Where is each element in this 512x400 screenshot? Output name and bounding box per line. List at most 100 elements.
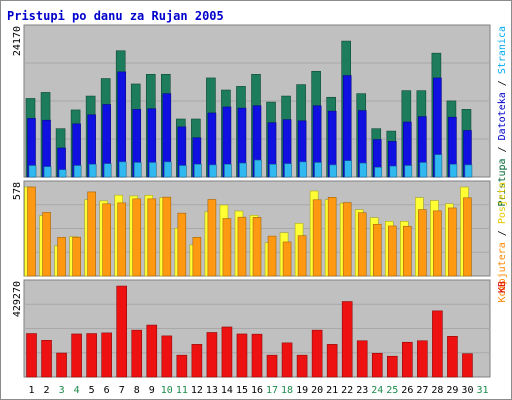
x-tick-label-8: 8 — [134, 385, 140, 396]
panel-middle: 578 Kompjutera / Posjeta — [12, 180, 508, 302]
x-tick-label-22: 22 — [341, 385, 353, 396]
bar-kb-day-25 — [386, 355, 398, 378]
x-tick-label-5: 5 — [89, 385, 95, 396]
bar-stranica-day-18 — [284, 163, 292, 178]
bar-kompjutera-day-7 — [117, 202, 127, 277]
x-tick-label-15: 15 — [236, 385, 248, 396]
bar-stranica-day-22 — [344, 160, 352, 178]
bar-kb-day-20 — [311, 329, 323, 378]
bar-stranica-day-21 — [329, 164, 337, 178]
bar-kb-day-3 — [56, 352, 67, 378]
legend-entry: / — [497, 74, 508, 92]
x-tick-label-9: 9 — [149, 385, 155, 396]
bar-stranica-day-25 — [389, 165, 398, 178]
bar-kompjutera-day-15 — [237, 216, 247, 277]
bar-kb-day-14 — [221, 326, 233, 378]
bar-datoteka-day-7 — [117, 71, 127, 178]
bar-kb-day-17 — [266, 354, 278, 378]
bar-stranica-day-2 — [43, 166, 52, 178]
bar-stranica-day-24 — [374, 167, 383, 178]
bar-kompjutera-day-28 — [433, 210, 442, 277]
legend-entry: Stranica — [497, 26, 508, 74]
bar-kb-day-15 — [236, 333, 248, 378]
bar-stranica-day-8 — [133, 162, 142, 178]
chart-title: Pristupi po danu za Rujan 2005 — [7, 9, 224, 23]
bar-kb-day-22 — [341, 301, 353, 378]
bar-kb-day-1 — [26, 333, 37, 378]
x-tick-label-14: 14 — [221, 385, 233, 396]
legend-entry: Pristupa — [497, 158, 508, 206]
legend-entry: / — [497, 224, 508, 242]
bar-kb-day-12 — [191, 344, 203, 378]
legend-entry: Kompjutera — [497, 242, 508, 302]
bar-kompjutera-day-12 — [192, 237, 202, 277]
bar-kompjutera-day-9 — [147, 198, 157, 277]
bar-stranica-day-15 — [239, 162, 247, 178]
panel-bottom: 429270 KB — [12, 279, 508, 378]
bar-kb-day-7 — [116, 285, 128, 378]
bar-stranica-day-16 — [254, 159, 262, 178]
bar-kb-day-16 — [251, 333, 263, 378]
bar-stranica-day-12 — [194, 164, 202, 178]
bar-kompjutera-day-20 — [312, 199, 322, 277]
bar-stranica-day-11 — [179, 165, 187, 178]
bar-stranica-day-29 — [449, 164, 458, 178]
bar-kompjutera-day-18 — [282, 241, 292, 277]
bar-kompjutera-day-22 — [342, 202, 352, 277]
x-tick-label-30: 30 — [461, 385, 473, 396]
bar-kompjutera-day-2 — [42, 212, 51, 277]
bar-stranica-day-27 — [419, 162, 428, 178]
bar-kb-day-8 — [131, 329, 143, 378]
bar-kb-day-26 — [402, 341, 413, 378]
x-tick-label-3: 3 — [59, 385, 65, 396]
x-tick-label-16: 16 — [251, 385, 263, 396]
bar-kb-day-21 — [326, 344, 338, 378]
x-tick-label-10: 10 — [161, 385, 173, 396]
x-tick-label-19: 19 — [296, 385, 308, 396]
x-tick-label-26: 26 — [401, 385, 413, 396]
bar-kb-day-23 — [356, 340, 368, 378]
bar-kompjutera-day-27 — [418, 209, 427, 277]
bar-stranica-day-4 — [73, 165, 82, 178]
bar-stranica-day-6 — [103, 163, 112, 178]
bar-kb-day-28 — [432, 310, 443, 378]
x-tick-label-12: 12 — [191, 385, 203, 396]
bar-kompjutera-day-25 — [387, 225, 397, 277]
bar-kb-day-29 — [447, 335, 458, 378]
bar-kompjutera-day-19 — [297, 235, 307, 277]
bars-top — [25, 40, 473, 178]
bar-kompjutera-day-3 — [57, 237, 66, 277]
bar-kompjutera-day-10 — [162, 196, 172, 277]
x-tick-label-7: 7 — [119, 385, 125, 396]
bar-kb-day-6 — [101, 332, 112, 378]
bar-stranica-day-1 — [28, 165, 37, 178]
bar-kompjutera-day-24 — [372, 223, 382, 277]
x-tick-label-4: 4 — [74, 385, 80, 396]
bar-stranica-day-10 — [164, 161, 172, 178]
bar-kompjutera-day-26 — [403, 225, 412, 277]
bar-kompjutera-day-30 — [463, 197, 472, 277]
bar-kb-day-18 — [281, 342, 293, 378]
bar-stranica-day-5 — [88, 164, 97, 178]
x-tick-label-23: 23 — [356, 385, 368, 396]
bars-bottom — [26, 285, 473, 378]
bar-kompjutera-day-23 — [357, 212, 367, 277]
bar-kb-day-27 — [417, 340, 428, 378]
bar-kb-day-9 — [146, 324, 158, 378]
x-tick-label-25: 25 — [386, 385, 398, 396]
bar-kb-day-11 — [176, 354, 188, 378]
bar-kompjutera-day-17 — [267, 235, 277, 277]
bar-kompjutera-day-11 — [177, 212, 187, 277]
x-tick-label-11: 11 — [176, 385, 188, 396]
series-legend: Pristupa / Datoteka / Stranica — [497, 26, 508, 207]
x-tick-label-27: 27 — [416, 385, 428, 396]
bar-kb-day-19 — [296, 354, 308, 378]
y-max-label: 429270 — [12, 281, 23, 317]
bar-stranica-day-19 — [299, 161, 307, 178]
bar-kb-day-2 — [41, 340, 52, 378]
series-legend: KB — [497, 281, 508, 293]
x-tick-label-21: 21 — [326, 385, 338, 396]
series-legend: Kompjutera / Posjeta — [497, 182, 508, 302]
x-tick-label-20: 20 — [311, 385, 323, 396]
x-tick-label-24: 24 — [371, 385, 383, 396]
